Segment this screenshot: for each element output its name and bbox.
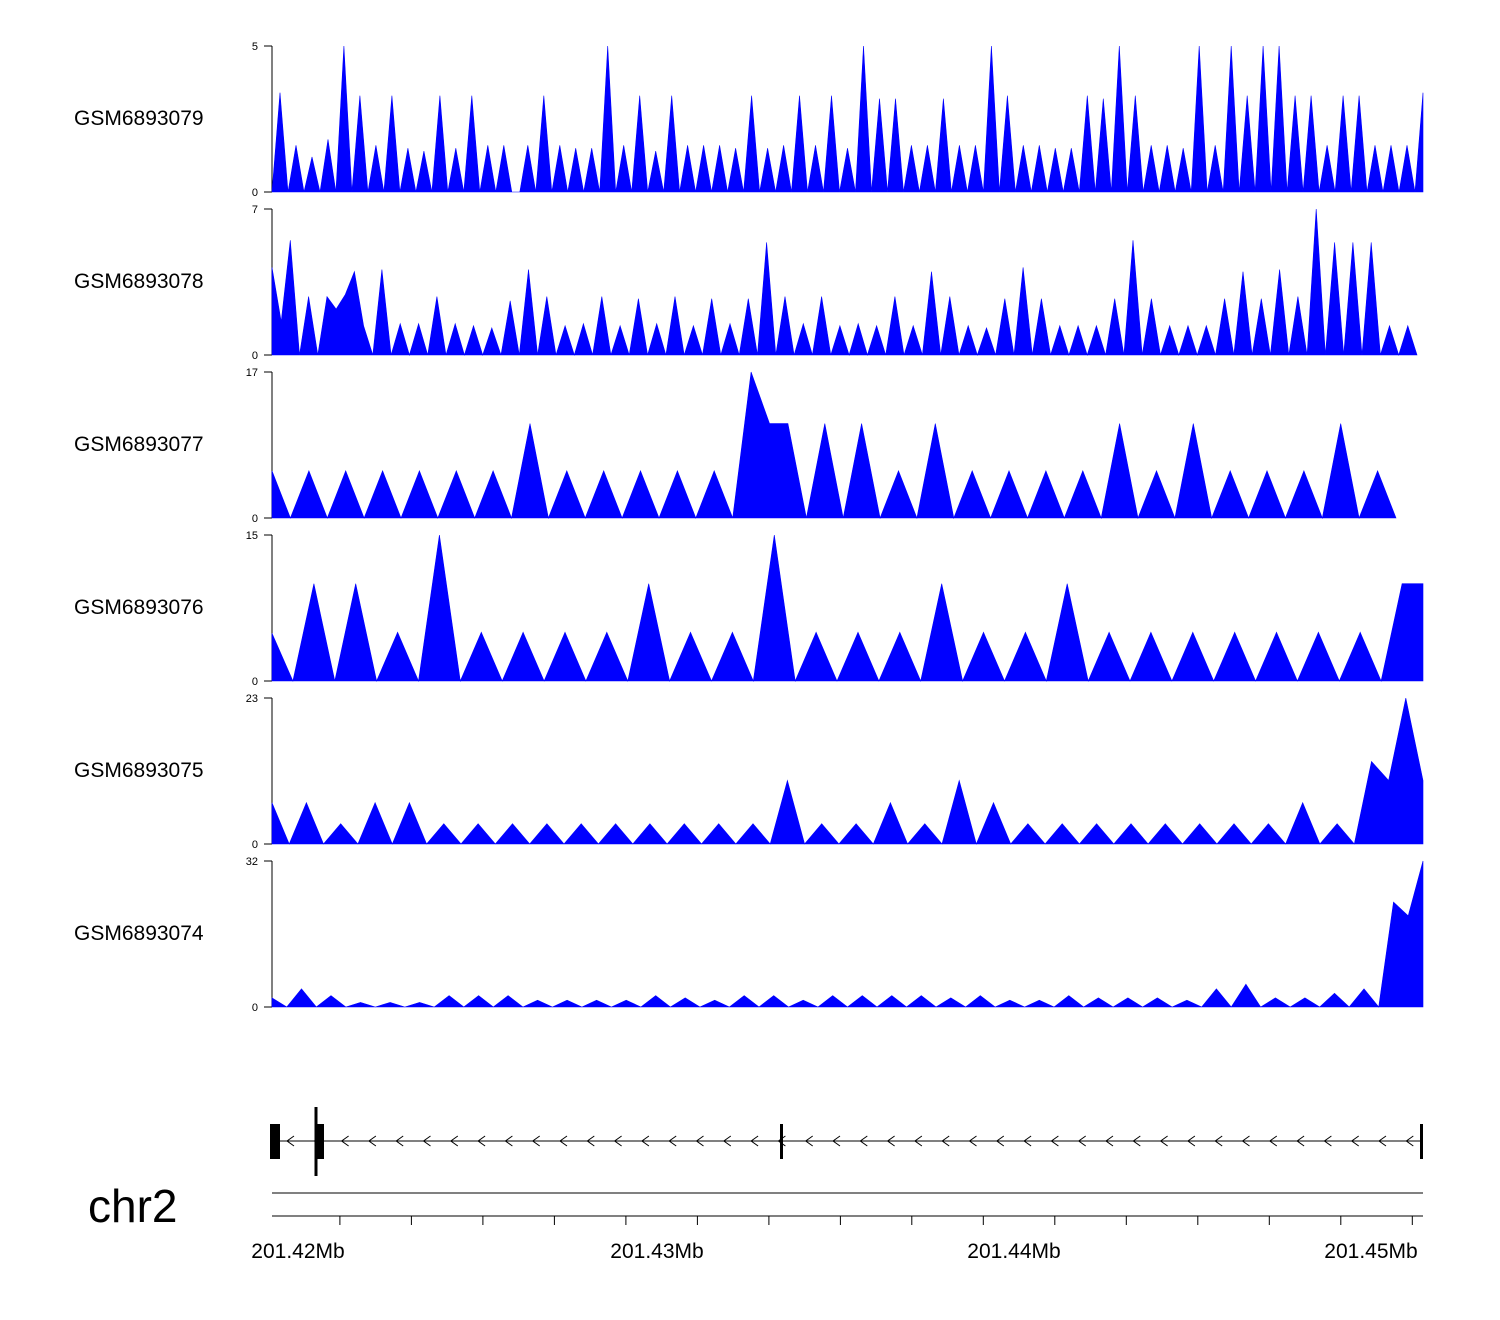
y-tick-label-min: 0 [252,839,258,851]
strand-arrow [695,1135,704,1147]
strand-arrow [1132,1135,1141,1147]
strand-arrow [1405,1135,1414,1147]
strand-arrow [1350,1135,1359,1147]
y-tick-label-min: 0 [252,350,258,362]
strand-arrow [613,1135,622,1147]
gene-exon [270,1124,280,1159]
track-GSM6893078: GSM6893078 7 0 [74,204,1418,362]
track-label: GSM6893077 [74,433,204,456]
y-tick-label-max: 32 [246,856,258,868]
strand-arrow [914,1135,923,1147]
y-tick-label-max: 17 [246,367,258,379]
chromosome-label: chr2 [88,1180,177,1232]
strand-arrow [422,1135,431,1147]
x-tick-label: 201.43Mb [610,1240,703,1263]
strand-arrow [777,1135,786,1147]
track-GSM6893075: GSM6893075 23 0 [74,693,1424,851]
y-tick-label-max: 5 [252,41,258,53]
strand-arrow [477,1135,486,1147]
strand-arrow [1159,1135,1168,1147]
strand-arrow [1378,1135,1387,1147]
y-tick-label-max: 15 [246,530,258,542]
track-GSM6893074: GSM6893074 32 0 [74,856,1424,1014]
x-tick-label: 201.44Mb [967,1240,1060,1263]
coverage-tracks: GSM689307950GSM689307870GSM6893077170GSM… [74,41,1424,1014]
y-tick-label-min: 0 [252,187,258,199]
gene-model-track [270,1107,1423,1176]
genome-axis: chr2 201.42Mb 201.43Mb 201.44Mb 201.45Mb [88,1180,1423,1263]
strand-arrow [641,1135,650,1147]
strand-arrow [1077,1135,1086,1147]
x-tick-label: 201.42Mb [251,1240,344,1263]
strand-arrow [859,1135,868,1147]
y-tick-label-max: 23 [246,693,258,705]
strand-arrow [1323,1135,1332,1147]
strand-arrow [586,1135,595,1147]
gene-exon [780,1124,783,1159]
strand-arrow [886,1135,895,1147]
y-tick-label-min: 0 [252,1002,258,1014]
coverage-area [271,534,1424,683]
strand-arrow [1187,1135,1196,1147]
y-tick-label-max: 7 [252,204,258,216]
strand-arrow [722,1135,732,1147]
strand-arrows [286,1135,1414,1147]
track-label: GSM6893079 [74,107,204,130]
coverage-area [271,697,1424,845]
track-label: GSM6893075 [74,759,204,782]
strand-arrow [1105,1135,1114,1147]
strand-arrow [941,1135,950,1147]
strand-arrow [832,1135,841,1147]
strand-arrow [1050,1135,1059,1147]
gene-exon [1420,1124,1423,1159]
strand-arrow [559,1135,568,1147]
strand-arrow [750,1135,759,1147]
strand-arrow [531,1135,540,1147]
strand-arrow [1214,1135,1223,1147]
strand-arrow [1023,1135,1032,1147]
y-tick-label-min: 0 [252,676,258,688]
coverage-area [271,371,1397,520]
track-label: GSM6893074 [74,922,204,945]
coverage-area [271,45,1424,193]
track-GSM6893077: GSM6893077 17 0 [74,367,1397,525]
track-GSM6893079: GSM6893079 5 0 [74,41,1424,199]
strand-arrow [1296,1135,1305,1147]
strand-arrow [286,1135,295,1147]
track-label: GSM6893076 [74,596,204,619]
coverage-area [271,208,1418,357]
track-GSM6893076: GSM6893076 15 0 [74,530,1424,688]
strand-arrow [449,1135,459,1147]
strand-arrow [340,1135,349,1147]
strand-arrow [968,1135,977,1147]
strand-arrow [1268,1135,1278,1147]
strand-arrow [368,1135,377,1147]
strand-arrow [504,1135,513,1147]
axis-ticks [339,1216,1413,1225]
y-tick-label-min: 0 [252,513,258,525]
strand-arrow [1241,1135,1250,1147]
gene-exon [316,1124,324,1159]
track-label: GSM6893078 [74,270,204,293]
coverage-area [271,860,1424,1008]
strand-arrow [395,1135,404,1147]
strand-arrow [668,1135,677,1147]
x-tick-label: 201.45Mb [1324,1240,1417,1263]
strand-arrow [995,1135,1005,1147]
strand-arrow [804,1135,813,1147]
